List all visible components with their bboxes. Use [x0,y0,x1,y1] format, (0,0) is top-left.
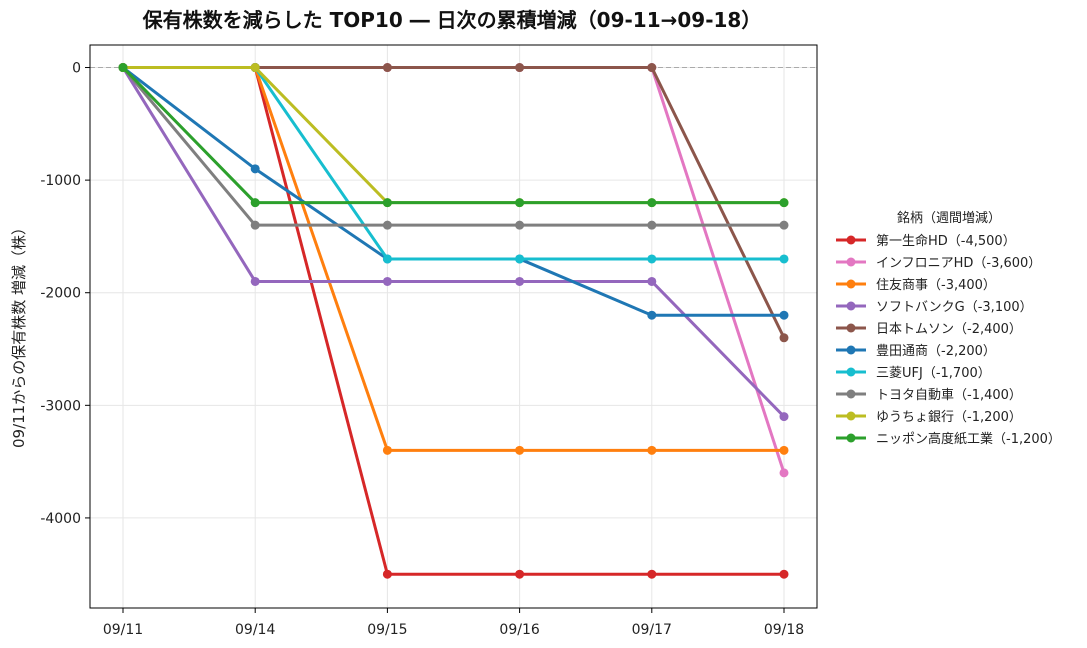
series-point [647,254,657,264]
legend-swatch-marker [846,411,856,421]
x-tick-label: 09/15 [367,622,407,638]
legend-label: インフロニアHD（-3,600） [876,256,1041,271]
legend-swatch-marker [846,433,856,443]
series-line [121,66,786,419]
series-point [382,220,392,230]
chart-title: 保有株数を減らした TOP10 ― 日次の累積増減（09-11→09-18） [142,8,762,32]
series-layer [118,63,789,579]
series-point [647,445,657,455]
series-point [250,276,260,286]
series-point [647,63,657,73]
series-point [647,310,657,320]
series-point [515,220,525,230]
legend-swatch-marker [846,235,856,245]
series-line [121,66,786,227]
legend-label: 第一生命HD（-4,500） [876,233,1016,249]
series-line [121,66,786,317]
series-point [779,220,789,230]
series-point [647,276,657,286]
x-tick-label: 09/14 [235,622,275,638]
y-tick-label: -4000 [40,511,81,527]
legend-swatch-marker [846,323,856,333]
series-point [382,445,392,455]
series-point [515,569,525,579]
x-tick-label: 09/17 [632,622,672,638]
series-point [779,254,789,264]
series-point [779,445,789,455]
legend-label: 住友商事（-3,400） [876,277,996,293]
series-point [250,164,260,174]
series-point [382,63,392,73]
legend-label: 三菱UFJ（-1,700） [876,366,991,381]
x-tick-layer: 09/11 09/14 09/15 09/16 09/17 09/18 [103,608,804,638]
y-tick-layer: 0 -1000 -2000 -3000 -4000 [40,61,90,527]
y-tick-label: -1000 [40,173,81,189]
legend-label: 日本トムソン（-2,400） [876,322,1022,337]
series-point [382,276,392,286]
series-point [779,198,789,208]
series-point [515,63,525,73]
y-tick-label: 0 [72,61,81,77]
series-point [647,220,657,230]
y-tick-label: -3000 [40,398,81,414]
series-point [515,254,525,264]
legend-title: 銘柄（週間増減） [897,210,1001,226]
series-point [779,333,789,343]
legend-swatch-marker [846,345,856,355]
series-point [118,63,128,73]
series-point [515,276,525,286]
series-point [779,468,789,478]
legend-swatch-marker [846,257,856,267]
y-axis-label: 09/11からの保有株数 増減（株） [10,220,28,448]
legend-swatch-marker [846,389,856,399]
series-point [515,198,525,208]
series-point [779,310,789,320]
x-tick-label: 09/18 [764,622,804,638]
legend: 銘柄（週間増減） 第一生命HD（-4,500） インフロニアHD（-3,600） 住… [836,210,1061,447]
series-point [779,569,789,579]
series-point [515,445,525,455]
legend-label: トヨタ自動車（-1,400） [876,388,1022,403]
series-point [250,63,260,73]
x-tick-label: 09/16 [499,622,539,638]
legend-label: 豊田通商（-2,200） [876,344,996,359]
legend-swatch-marker [846,301,856,311]
legend-swatch-marker [846,367,856,377]
series-point [382,198,392,208]
legend-label: ソフトバンクG（-3,100） [876,300,1033,315]
series-point [382,569,392,579]
legend-swatch-marker [846,279,856,289]
series-point [647,569,657,579]
series-point [382,254,392,264]
series-point [250,198,260,208]
series-point [647,198,657,208]
series-point [779,412,789,422]
series-line [121,66,786,205]
y-tick-label: -2000 [40,286,81,302]
plot-frame [89,44,818,609]
series-line [121,66,786,475]
x-tick-label: 09/11 [103,622,143,638]
series-point [250,220,260,230]
grid-layer [90,45,817,608]
legend-label: ニッポン高度紙工業（-1,200） [876,431,1061,447]
legend-label: ゆうちょ銀行（-1,200） [876,410,1022,425]
